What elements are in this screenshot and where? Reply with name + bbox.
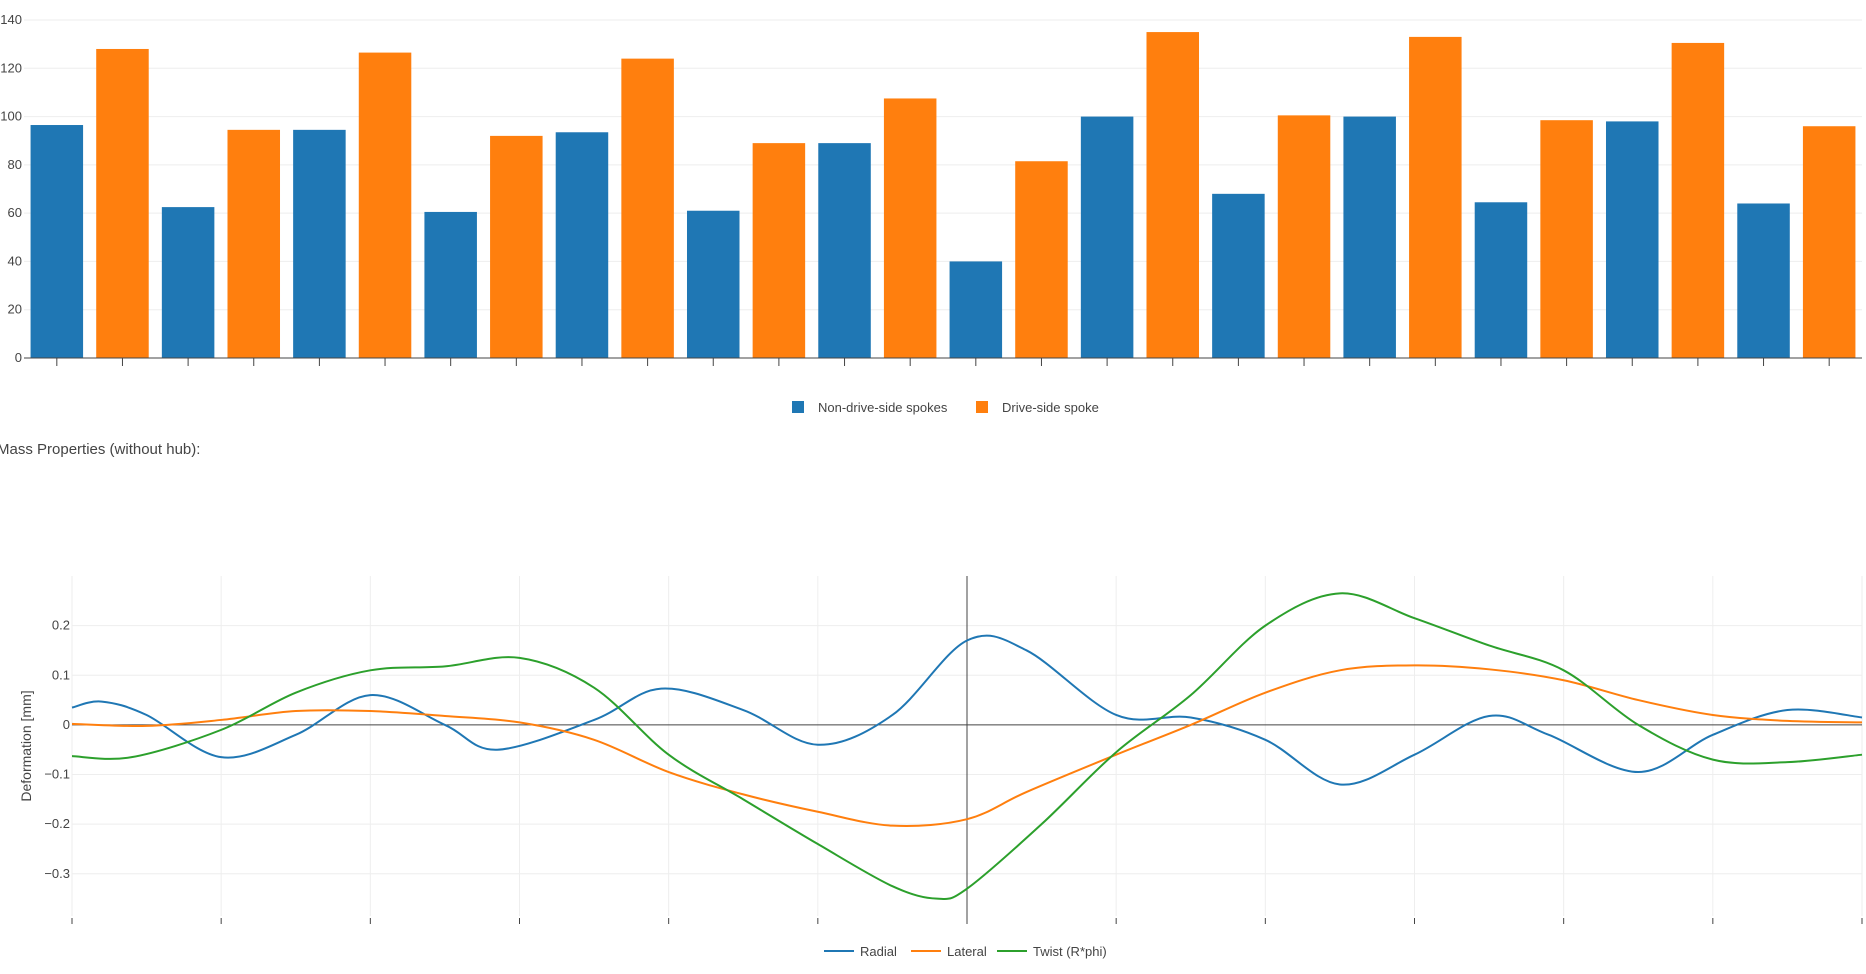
line-legend-label: Radial	[860, 944, 897, 959]
bar-14[interactable]	[949, 261, 1003, 358]
line-y-tick-label: −0.1	[44, 767, 70, 782]
bar-y-tick-label: 120	[0, 60, 22, 75]
line-legend-item-1[interactable]: Lateral	[911, 944, 987, 959]
section-heading: Mass Properties (without hub):	[0, 441, 201, 458]
line-legend: Radial Lateral Twist (R*phi)	[824, 944, 1107, 959]
bar-9[interactable]	[621, 58, 674, 358]
bar-18[interactable]	[1212, 193, 1265, 358]
bar-7[interactable]	[490, 135, 543, 358]
bar-chart: 0 20 40 60 80 100 120 140 Non-drive-side spokes D…	[0, 12, 1862, 415]
bar-13[interactable]	[883, 98, 937, 358]
bar-27[interactable]	[1802, 126, 1856, 358]
bar-legend-label: Drive-side spoke	[1002, 400, 1099, 415]
bar-21[interactable]	[1409, 36, 1462, 359]
bar-y-tick-label: 60	[8, 205, 22, 220]
bar-y-tick-label: 140	[0, 12, 22, 27]
line-y-tick-label: 0.1	[52, 667, 70, 682]
bar-y-tick-label: 20	[8, 302, 22, 317]
line-chart: −0.3 −0.2 −0.1 0 0.1 0.2 Deformation [mm] Radia…	[18, 576, 1863, 959]
line-series-1[interactable]	[71, 664, 1863, 827]
line-series-2[interactable]	[71, 592, 1863, 900]
bar-26[interactable]	[1737, 203, 1790, 358]
bar-25[interactable]	[1671, 42, 1725, 358]
line-legend-item-0[interactable]: Radial	[824, 944, 897, 959]
line-y-tick-label: −0.3	[44, 866, 70, 881]
line-y-tick-label: 0.2	[52, 618, 70, 633]
line-y-tick-label: 0	[63, 717, 70, 732]
bar-10[interactable]	[686, 210, 740, 358]
line-y-tick-label: −0.2	[44, 816, 70, 831]
bar-legend-swatch	[792, 401, 804, 413]
bar-15[interactable]	[1015, 161, 1068, 358]
bar-1[interactable]	[96, 48, 149, 358]
bar-y-tick-label: 100	[0, 109, 22, 124]
bar-legend-item-0[interactable]: Non-drive-side spokes	[792, 400, 948, 415]
bar-12[interactable]	[818, 143, 871, 358]
bar-2[interactable]	[161, 207, 215, 358]
bar-8[interactable]	[555, 132, 609, 358]
bar-4[interactable]	[293, 129, 346, 358]
line-legend-label: Twist (R*phi)	[1033, 944, 1107, 959]
bar-17[interactable]	[1146, 32, 1200, 358]
bar-5[interactable]	[358, 52, 412, 358]
bar-legend-item-1[interactable]: Drive-side spoke	[976, 400, 1099, 415]
bar-legend: Non-drive-side spokes Drive-side spoke	[792, 400, 1099, 415]
bar-19[interactable]	[1277, 115, 1331, 358]
bar-24[interactable]	[1605, 121, 1659, 359]
line-legend-item-2[interactable]: Twist (R*phi)	[997, 944, 1107, 959]
bar-0[interactable]	[30, 125, 84, 359]
bar-3[interactable]	[227, 129, 281, 358]
bar-y-tick-label: 80	[8, 157, 22, 172]
bar-11[interactable]	[752, 143, 806, 358]
bar-y-tick-label: 40	[8, 253, 22, 268]
line-legend-label: Lateral	[947, 944, 987, 959]
bar-23[interactable]	[1540, 120, 1593, 358]
bar-legend-swatch	[976, 401, 988, 413]
bar-legend-label: Non-drive-side spokes	[818, 400, 948, 415]
bar-y-tick-label: 0	[15, 350, 22, 365]
bar-6[interactable]	[424, 211, 477, 358]
line-y-axis-title: Deformation [mm]	[18, 690, 34, 801]
bar-22[interactable]	[1474, 202, 1528, 358]
bar-20[interactable]	[1343, 116, 1396, 358]
bar-16[interactable]	[1080, 116, 1134, 358]
line-series-0[interactable]	[71, 634, 1863, 786]
